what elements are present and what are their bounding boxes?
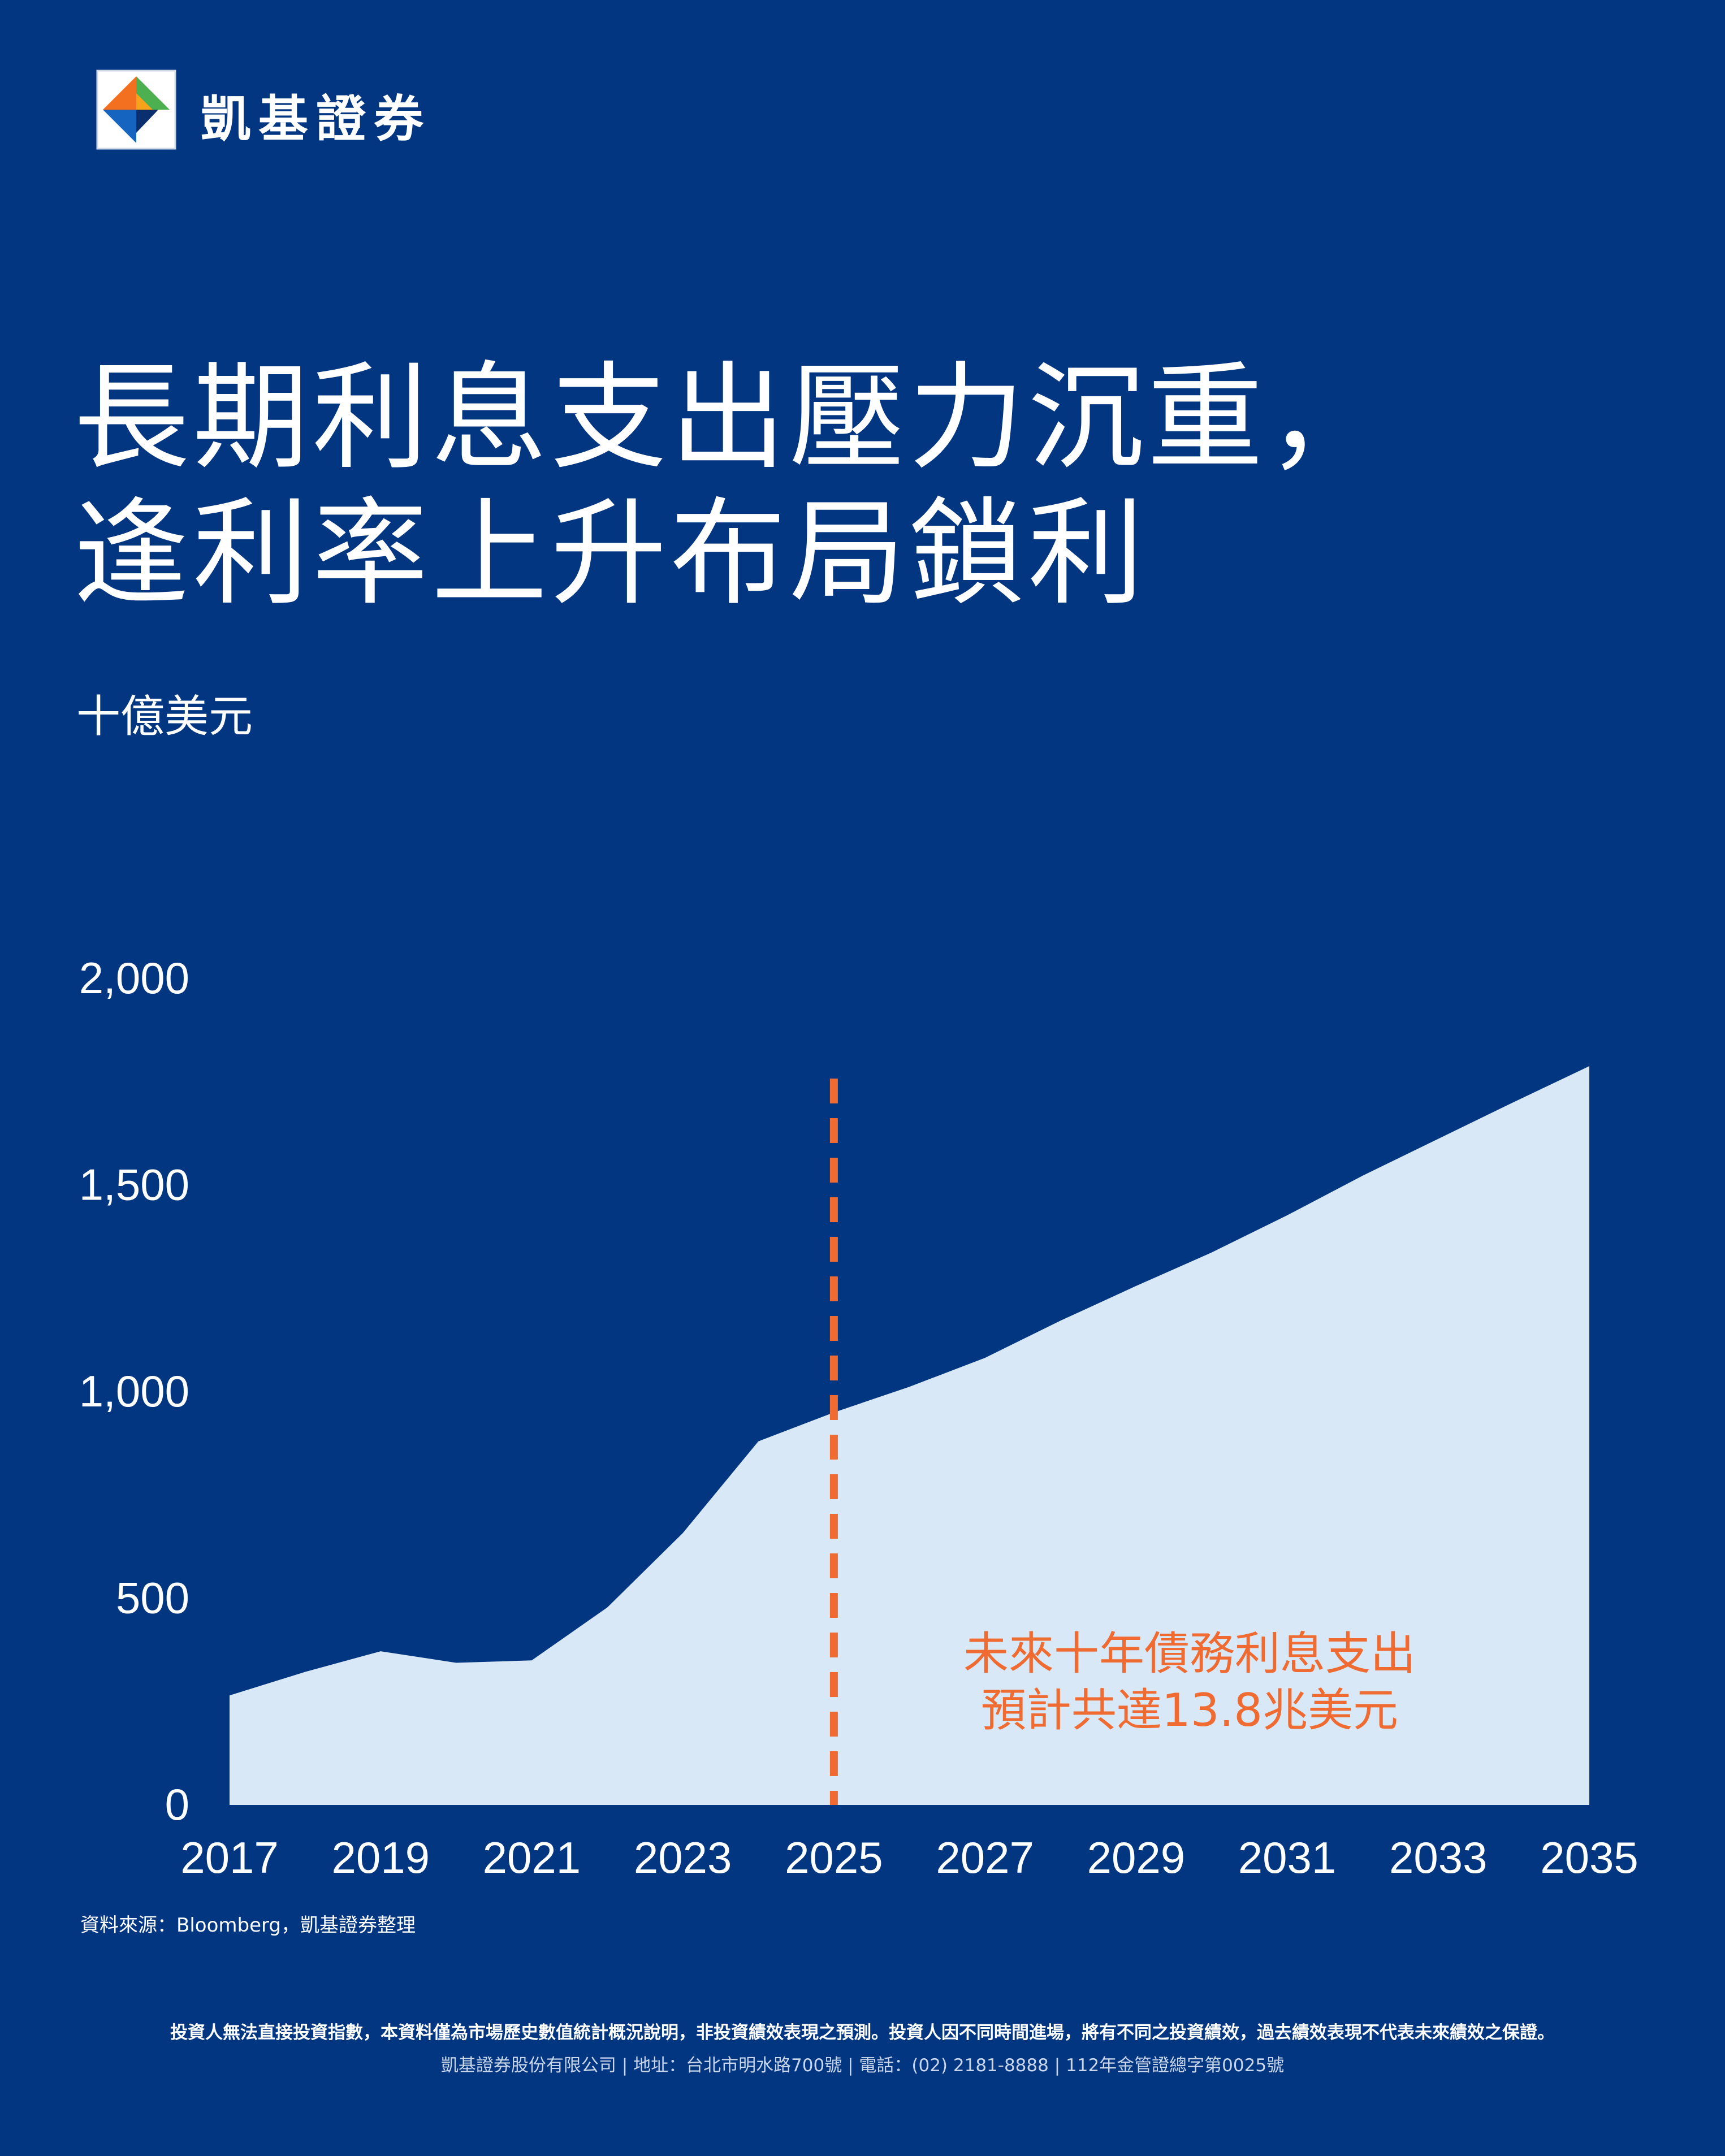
page-title: 長期利息支出壓力沉重， 逢利率上升布局鎖利 (74, 350, 1386, 622)
y-tick-labels: 0 500 1,000 1,500 2,000 (79, 953, 189, 1829)
y-axis-unit-label: 十億美元 (76, 691, 253, 742)
x-tick-label: 2017 (180, 1833, 279, 1882)
annotation-line-1: 未來十年債務利息支出 (963, 1627, 1416, 1680)
x-tick-label: 2025 (785, 1833, 883, 1882)
x-tick-label: 2031 (1238, 1833, 1337, 1882)
x-tick-label: 2019 (331, 1833, 430, 1882)
annotation-line-2: 預計共達13.8兆美元 (981, 1684, 1398, 1737)
x-tick-label: 2027 (936, 1833, 1034, 1882)
y-tick-label: 1,500 (79, 1160, 189, 1210)
y-tick-label: 0 (165, 1780, 189, 1829)
x-tick-labels: 2017 2019 2021 2023 2025 2027 2029 2031 2033 2035 (180, 1833, 1638, 1882)
x-tick-label: 2021 (483, 1833, 581, 1882)
x-tick-label: 2035 (1540, 1833, 1638, 1882)
brand-name: 凱基證券 (201, 90, 432, 148)
x-tick-label: 2029 (1087, 1833, 1186, 1882)
x-tick-label: 2023 (634, 1833, 732, 1882)
y-tick-label: 2,000 (79, 953, 189, 1003)
y-tick-label: 500 (116, 1573, 189, 1623)
y-tick-label: 1,000 (79, 1366, 189, 1416)
disclaimer-text: 投資人無法直接投資指數，本資料僅為市場歷史數值統計概況說明，非投資績效表現之預測… (170, 2023, 1555, 2043)
interest-area-series (230, 1066, 1589, 1805)
company-info: 凱基證券股份有限公司 | 地址：台北市明水路700號 | 電話：(02) 218… (440, 2055, 1285, 2076)
kgi-logo-icon (96, 70, 176, 150)
x-tick-label: 2033 (1389, 1833, 1488, 1882)
title-line-2: 逢利率上升布局鎖利 (74, 487, 1147, 621)
data-source: 資料來源：Bloomberg，凱基證券整理 (80, 1914, 416, 1937)
title-line-1: 長期利息支出壓力沉重， (74, 351, 1386, 486)
